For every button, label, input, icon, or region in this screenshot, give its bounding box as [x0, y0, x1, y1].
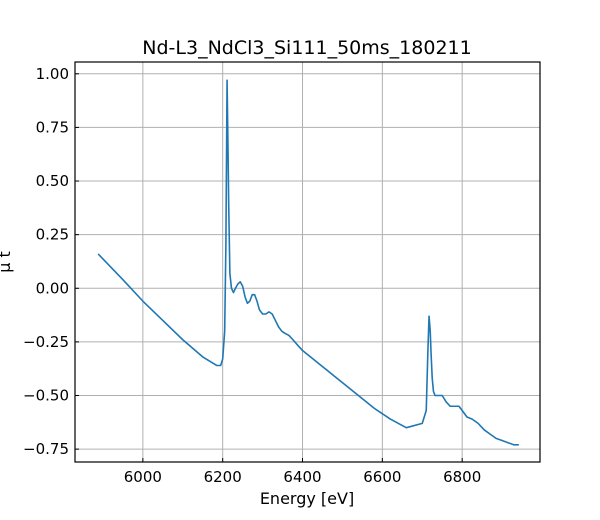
x-tick-label: 6400: [283, 468, 321, 486]
y-tick-label: −0.50: [23, 387, 69, 405]
y-tick-label: 1.00: [36, 65, 69, 83]
plot-frame: [74, 61, 541, 463]
chart-title: Nd-L3_NdCl3_Si111_50ms_180211: [142, 37, 471, 59]
grid: [75, 62, 540, 462]
x-tick-label: 6600: [363, 468, 401, 486]
y-tick-label: 0.25: [36, 226, 69, 244]
x-tick-label: 6000: [124, 468, 162, 486]
axis-ticks: 6000 6200 6400 6600 6800 −0.75 −0.50 −0.25 0.00 0…: [23, 65, 481, 486]
x-tick-label: 6800: [443, 468, 481, 486]
x-axis-label: Energy [eV]: [260, 489, 354, 508]
y-tick-label: 0.50: [36, 172, 69, 190]
y-tick-label: −0.25: [23, 333, 69, 351]
y-tick-label: −0.75: [23, 440, 69, 458]
series-line: [97, 79, 519, 446]
y-tick-label: 0.75: [36, 118, 69, 136]
y-tick-label: 0.00: [36, 279, 69, 297]
series-layer: [97, 79, 519, 446]
x-tick-label: 6200: [204, 468, 242, 486]
y-axis-label: μ t: [0, 251, 14, 273]
